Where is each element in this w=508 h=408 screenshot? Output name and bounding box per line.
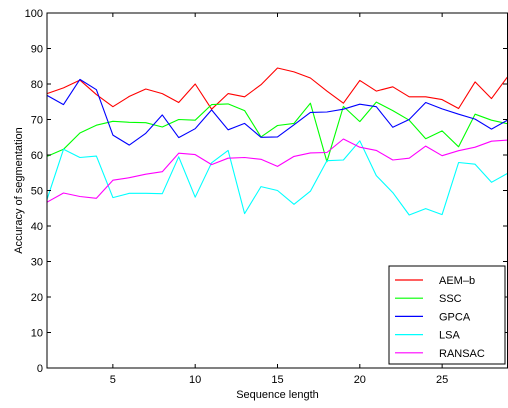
series-line-4 <box>46 140 508 216</box>
ticks-layer: 0 10 20 30 40 50 60 70 80 90 100 5 10 15 20 25 <box>25 8 507 386</box>
legend-label-2: SSC <box>439 293 462 305</box>
y-tick-label: 0 <box>37 363 43 375</box>
x-tick-label: 5 <box>110 374 116 386</box>
legend-box <box>388 265 506 365</box>
y-axis-title: Accuracy of segmentation <box>13 127 25 254</box>
y-tick-label: 70 <box>31 115 43 127</box>
series-line-3 <box>46 78 508 146</box>
series-line-2 <box>46 101 508 163</box>
x-tick-label: 10 <box>189 374 201 386</box>
series-line-1 <box>46 67 508 110</box>
y-tick-label: 50 <box>31 186 43 198</box>
legend-label-4: LSA <box>439 330 460 342</box>
legend-label-5: RANSAC <box>439 348 485 360</box>
legend-label-1: AEM–b <box>439 275 475 287</box>
y-tick-label: 90 <box>31 44 43 56</box>
legend: AEM–b SSC GPCA LSA RANSAC <box>388 265 506 365</box>
x-tick-label: 25 <box>436 374 448 386</box>
series-line-5 <box>46 138 508 203</box>
y-tick-label: 80 <box>31 79 43 91</box>
y-tick-label: 60 <box>31 150 43 162</box>
x-tick-label: 20 <box>354 374 366 386</box>
x-tick-label: 15 <box>271 374 283 386</box>
y-tick-label: 10 <box>31 328 43 340</box>
legend-label-3: GPCA <box>439 311 471 323</box>
y-tick-label: 40 <box>31 221 43 233</box>
y-tick-label: 100 <box>25 8 43 20</box>
y-tick-label: 30 <box>31 257 43 269</box>
x-axis-title: Sequence length <box>236 389 319 401</box>
y-tick-label: 20 <box>31 292 43 304</box>
series-layer <box>46 67 508 216</box>
